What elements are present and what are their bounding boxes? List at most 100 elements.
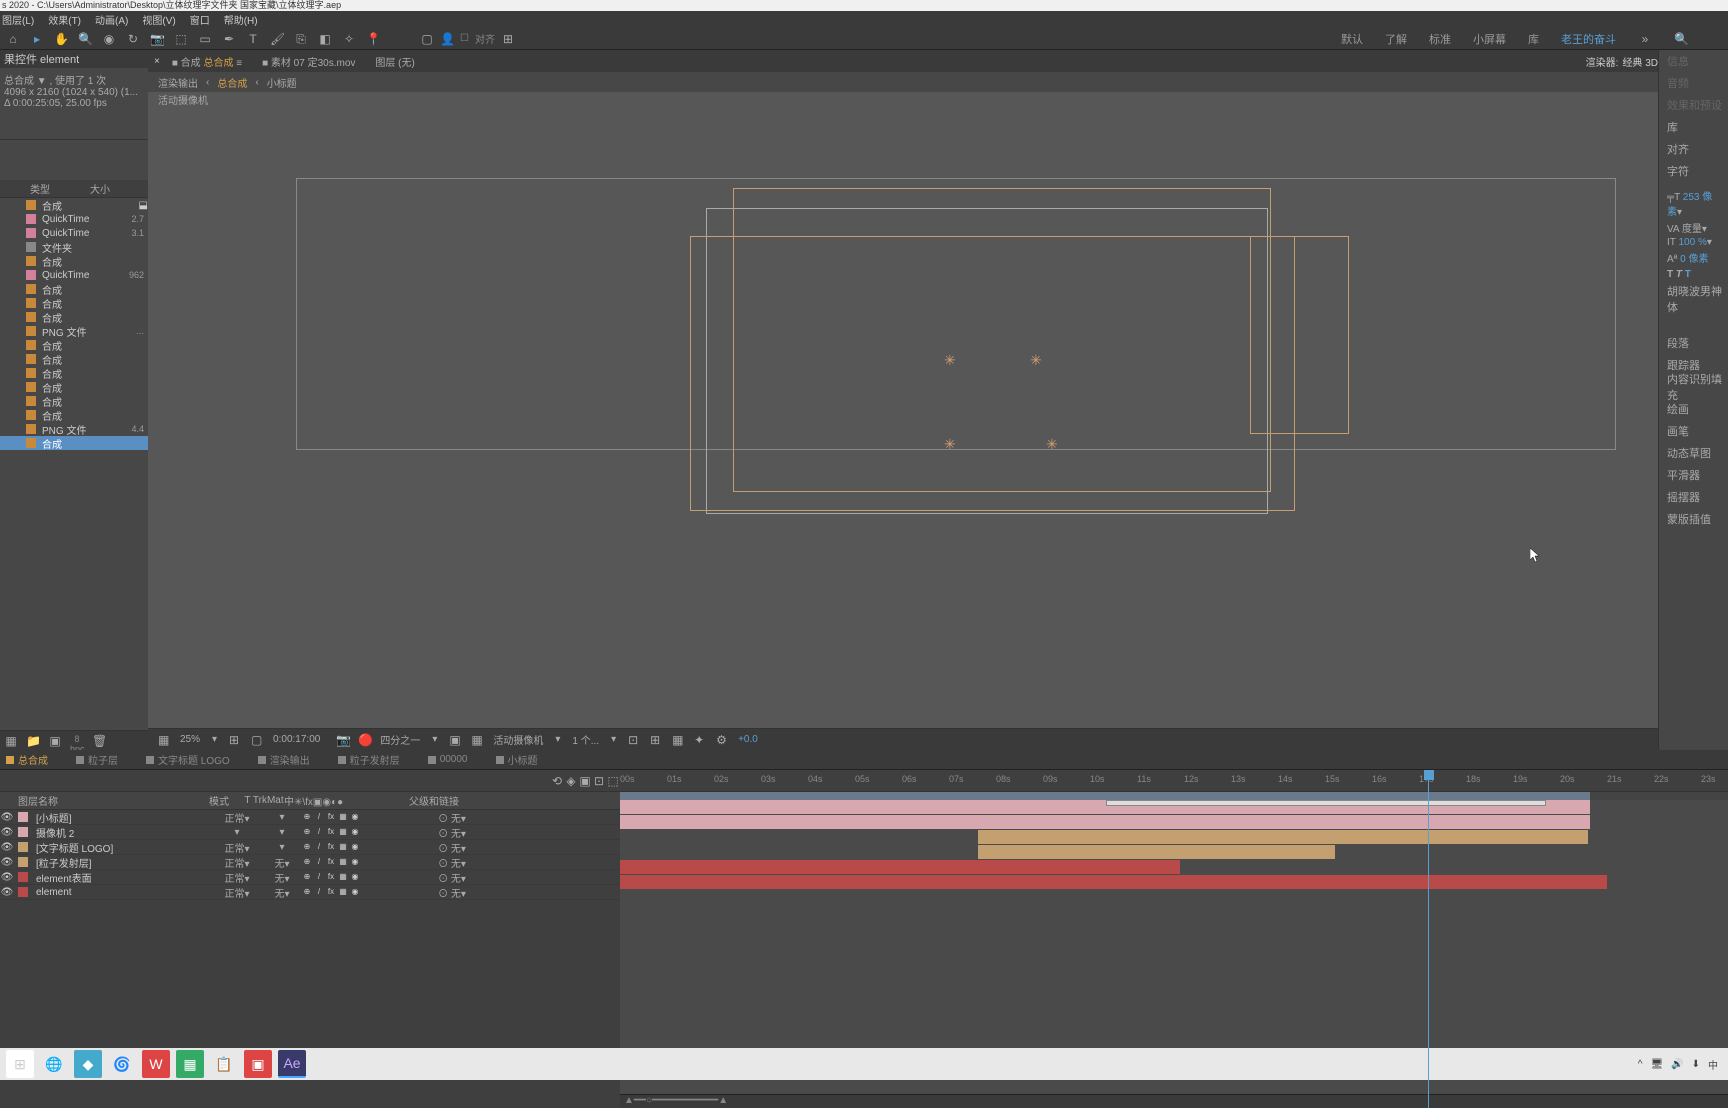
layer-bar[interactable] — [620, 860, 1180, 874]
home-icon[interactable]: ⌂ — [6, 32, 20, 46]
right-panel-item[interactable]: 内容识别填充 — [1659, 376, 1728, 398]
col-type[interactable]: 类型 — [30, 181, 90, 196]
bc-sub[interactable]: 小标题 — [267, 75, 297, 90]
interpret-icon[interactable]: ▦ — [4, 734, 18, 748]
project-item[interactable]: 文件夹 — [0, 240, 148, 254]
start-button[interactable]: ⊞ — [6, 1050, 34, 1078]
menu-help[interactable]: 帮助(H) — [224, 12, 258, 27]
timeline-tab[interactable]: 文字标题 LOGO — [146, 752, 230, 767]
hdr-parent[interactable]: 父级和链接 — [404, 793, 464, 808]
timeline-tab[interactable]: 粒子层 — [76, 752, 118, 767]
timecode-display[interactable]: 0:00:17:00 — [269, 734, 324, 745]
project-item[interactable]: 合成 — [0, 394, 148, 408]
text-tool-icon[interactable]: T — [246, 32, 260, 46]
ws-library[interactable]: 库 — [1528, 31, 1539, 47]
layer-bar[interactable] — [978, 845, 1335, 859]
project-item[interactable]: 合成 — [0, 352, 148, 366]
layer-bar[interactable] — [620, 875, 1607, 889]
right-panel-item[interactable]: 绘画 — [1659, 398, 1728, 420]
right-panel-item[interactable]: 画笔 — [1659, 420, 1728, 442]
snap-square-icon[interactable]: ▢ — [420, 32, 434, 46]
right-panel-item[interactable]: 音频 — [1659, 72, 1728, 94]
layer-tab[interactable]: 图层 (无) — [367, 54, 422, 69]
work-area[interactable] — [620, 792, 1728, 800]
ws-custom[interactable]: 老王的奋斗 — [1561, 31, 1616, 47]
layer-marker[interactable] — [1106, 800, 1546, 806]
timeline-tab[interactable]: 总合成 — [6, 752, 48, 767]
brush-tool-icon[interactable]: 🖌 — [270, 32, 284, 46]
project-item[interactable]: 合成⬓ — [0, 198, 148, 212]
project-item[interactable]: 合成 — [0, 436, 148, 450]
effects-panel-header[interactable]: 果控件 element — [0, 50, 148, 68]
snap-toggle-icon[interactable]: ⊞ — [501, 32, 515, 46]
playhead[interactable] — [1428, 770, 1429, 1108]
timeline-tab[interactable]: 渲染输出 — [258, 752, 310, 767]
layer-row[interactable]: 👁element正常▾无▾⊕/fx▦◉⊙ 无▾ — [0, 885, 620, 900]
hdr-switches[interactable]: 中✳\fx▣◉◐● — [284, 793, 404, 808]
right-panel-item[interactable]: 胡晓波男神体 — [1659, 288, 1728, 310]
task-excel-icon[interactable]: ▦ — [176, 1050, 204, 1078]
timeline-search[interactable]: ⟲ ◈ ▣ ⊡ ⬚ — [0, 770, 620, 792]
project-item[interactable]: 合成 — [0, 366, 148, 380]
layer-row[interactable]: 👁element表面正常▾无▾⊕/fx▦◉⊙ 无▾ — [0, 870, 620, 885]
tray-ime[interactable]: 中 — [1708, 1057, 1718, 1072]
project-item[interactable]: 合成 — [0, 408, 148, 422]
transparency-icon[interactable]: ▦ — [467, 733, 481, 747]
zoom-level[interactable]: 25% — [176, 734, 204, 745]
timeline-tab[interactable]: 粒子发射层 — [338, 752, 400, 767]
tl-tool2-icon[interactable]: ◈ — [564, 774, 578, 788]
composition-viewport[interactable]: ✳ ✳ ✳ ✳ — [148, 108, 1658, 728]
zoom-tool-icon[interactable]: 🔍 — [78, 32, 92, 46]
right-panel-item[interactable]: 蒙版插值 — [1659, 508, 1728, 530]
time-ruler[interactable]: 00s01s02s03s04s05s06s07s08s09s10s11s12s1… — [620, 770, 1728, 792]
views-dropdown[interactable]: 1 个... — [568, 732, 603, 747]
eraser-tool-icon[interactable]: ◧ — [318, 32, 332, 46]
task-browser-icon[interactable]: 🌀 — [108, 1050, 136, 1078]
menu-window[interactable]: 窗口 — [190, 12, 210, 27]
menu-view[interactable]: 视图(V) — [142, 12, 175, 27]
search-icon[interactable]: 🔍 — [1674, 32, 1688, 46]
right-panel-item[interactable]: 平滑器 — [1659, 464, 1728, 486]
task-ie-icon[interactable]: 🌐 — [40, 1050, 68, 1078]
camera-tool-icon[interactable]: 📷 — [150, 32, 164, 46]
project-item[interactable]: QuickTime2.7 — [0, 212, 148, 226]
project-item[interactable]: 合成 — [0, 296, 148, 310]
right-panel-item[interactable]: 动态草图 — [1659, 442, 1728, 464]
snapshot-icon[interactable]: 📷 — [332, 733, 346, 747]
hdr-trkmat[interactable]: T TrkMat — [244, 795, 284, 806]
ws-default[interactable]: 默认 — [1341, 31, 1363, 47]
snap-person-icon[interactable]: 👤 — [440, 32, 454, 46]
tl-tool4-icon[interactable]: ⊡ — [592, 774, 606, 788]
mag-icon[interactable]: ▦ — [154, 733, 168, 747]
view1-icon[interactable]: ⊡ — [624, 733, 638, 747]
tray-up-icon[interactable]: ^ — [1638, 1059, 1643, 1070]
comp-name[interactable]: 总合成 ▼ , 使用了 1 次 — [4, 72, 144, 87]
new-folder-icon[interactable]: 📁 — [26, 734, 40, 748]
ws-small[interactable]: 小屏幕 — [1473, 31, 1506, 47]
project-item[interactable]: PNG 文件4.4 — [0, 422, 148, 436]
menu-animation[interactable]: 动画(A) — [95, 12, 128, 27]
view2-icon[interactable]: ⊞ — [646, 733, 660, 747]
resolution-dropdown[interactable]: 四分之一 — [376, 732, 424, 747]
project-item[interactable]: 合成 — [0, 380, 148, 394]
grid-icon[interactable]: ⊞ — [225, 733, 239, 747]
layer-row[interactable]: 👁摄像机 2▾▾⊕/fx▦◉⊙ 无▾ — [0, 825, 620, 840]
draft3d-icon[interactable]: ✦ — [690, 733, 704, 747]
tray-usb-icon[interactable]: ⬇ — [1692, 1059, 1700, 1070]
footage-tab[interactable]: ■ 素材 07 定30s.mov — [254, 54, 363, 69]
right-panel-item[interactable]: 效果和预设 — [1659, 94, 1728, 116]
channel-icon[interactable]: 🔴 — [354, 733, 368, 747]
right-panel-item[interactable]: 字符 — [1659, 160, 1728, 182]
layer-bar[interactable] — [978, 830, 1588, 844]
tab-marker-icon[interactable]: × — [154, 56, 160, 67]
ws-learn[interactable]: 了解 — [1385, 31, 1407, 47]
rotate-tool-icon[interactable]: ↻ — [126, 32, 140, 46]
ws-more-icon[interactable]: » — [1638, 32, 1652, 46]
right-panel-item[interactable] — [1659, 310, 1728, 332]
pen-tool-icon[interactable]: ✒ — [222, 32, 236, 46]
col-size[interactable]: 大小 — [90, 181, 148, 196]
exposure[interactable]: +0.0 — [734, 734, 762, 745]
fast-preview-icon[interactable]: ⚙ — [712, 733, 726, 747]
project-item[interactable]: QuickTime962 — [0, 268, 148, 282]
comp-tab-label[interactable]: ■ 合成 总合成 ≡ — [164, 54, 250, 69]
